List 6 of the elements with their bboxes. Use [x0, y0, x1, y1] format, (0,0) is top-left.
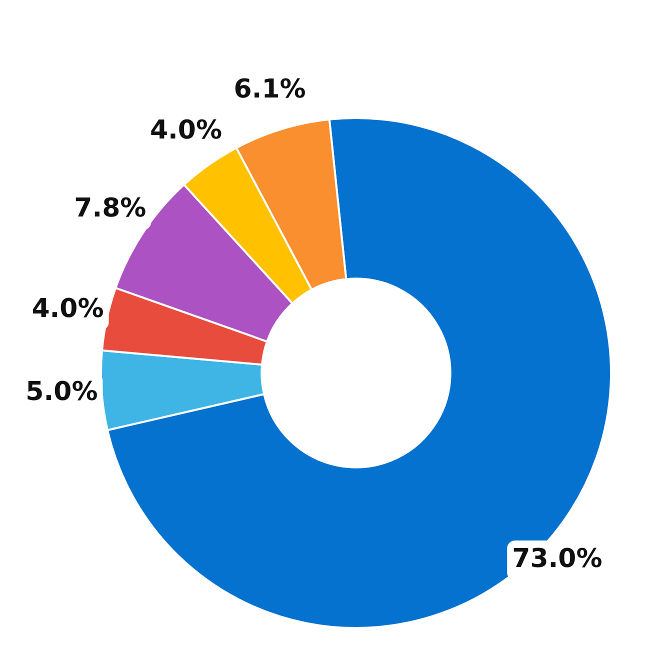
data-label: 4.0%	[150, 116, 222, 146]
data-label: 4.0%	[32, 294, 104, 324]
data-label: 7.8%	[74, 194, 146, 224]
data-label: 73.0%	[512, 544, 602, 574]
data-label: 5.0%	[26, 376, 98, 407]
data-label: 6.1%	[234, 74, 306, 105]
